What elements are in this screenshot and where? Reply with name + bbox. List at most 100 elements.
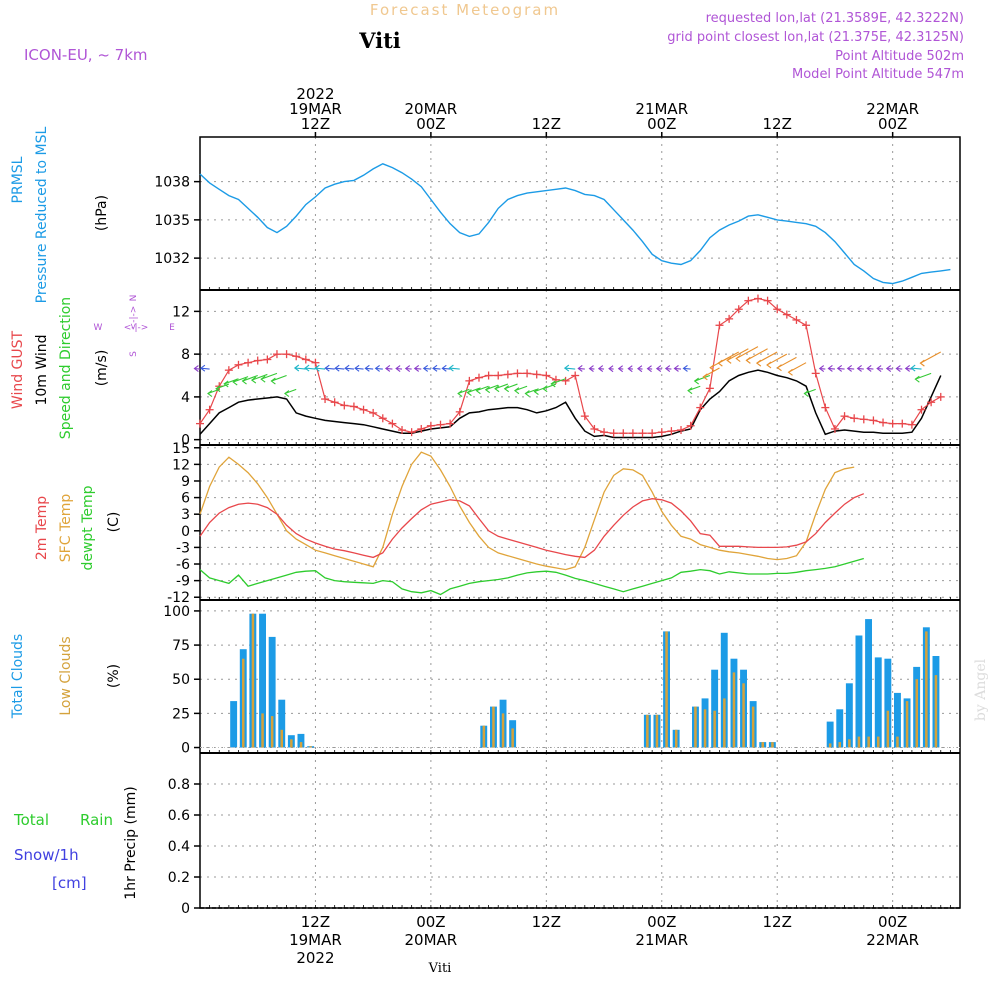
precip-panel: 0 0.2 0.4 0.6 0.8 [168,753,960,917]
wind-direction-arrow [503,383,518,393]
total-cloud-bar [268,636,276,748]
wind-direction-arrow [597,365,605,373]
wind-gust-line [199,297,942,434]
low-cloud-bar [309,746,312,748]
ytick-label: 0.6 [168,808,190,824]
top-time-label: 00Z [416,115,445,133]
gust-point [455,407,464,416]
wind-direction-arrow [550,378,566,388]
total-cloud-bar [826,721,834,748]
top-time-label: 21MAR [635,100,688,118]
wind-direction-arrow [270,375,287,385]
gust-point [677,426,686,435]
top-time-label: 00Z [878,115,907,133]
total-cloud-bar [297,733,305,748]
gust-point [638,429,647,438]
wind-direction-arrow [745,348,768,364]
wind-direction-arrow [836,364,845,372]
ytick-label: 0.8 [168,777,190,793]
total-cloud-bar [865,619,872,748]
low-cloud-bar [915,679,918,748]
wind-direction-arrow [232,376,249,386]
wind-direction-label: Speed and Direction [58,297,74,439]
gust-point [744,296,753,305]
low-cloud-bar [290,739,293,748]
ytick-label: 1038 [154,175,190,191]
compass-e-label: E [169,323,175,333]
wind-direction-arrow [513,385,528,395]
top-time-label: 00Z [647,115,676,133]
wind-direction-arrow [344,364,354,372]
gust-point [244,358,253,367]
low-cloud-bar [261,713,264,748]
wind-direction-arrow [354,364,364,372]
gust-point [484,371,493,380]
wind-direction-arrow [588,365,595,373]
bottom-time-label: 2022 [296,949,334,967]
gust-point [580,412,589,421]
wind-direction-arrow [876,365,884,372]
wind-direction-arrow [673,365,682,372]
chart-frame [199,136,961,909]
wind-unit: (m/s) [94,350,110,387]
wind-direction-arrow [395,365,403,372]
gust-point [715,321,724,330]
wind-direction-arrow [260,372,278,383]
wind-direction-arrow [494,383,509,393]
gust-point [782,310,791,319]
wind-direction-arrow [717,351,739,367]
wind-direction-arrow [404,365,412,372]
gust-point [205,405,214,414]
low-cloud-bar [742,683,745,748]
wind-direction-arrow [627,365,633,373]
gust-point [859,415,868,424]
gust-point [619,429,628,438]
wind-direction-arrow [608,365,614,373]
bottom-time-label: 19MAR [289,931,342,949]
wind-direction-arrow [422,364,431,372]
gust-point [272,350,281,359]
wind-direction-arrow [250,373,268,384]
gust-point [407,428,416,437]
total-clouds-label: Total Clouds [10,634,26,719]
pressure-label-long: Pressure Reduced to MSL [34,126,50,303]
wind-direction-arrow [215,383,230,393]
snow-label: Snow/1h [14,846,79,864]
ytick-label: 8 [181,347,190,363]
low-cloud-bar [934,675,938,748]
top-time-label: 22MAR [866,100,919,118]
top-time-label: 12Z [763,115,792,133]
low-cloud-bar [838,742,841,748]
wind-direction-arrow [693,375,711,385]
wind-direction-arrow [448,364,460,372]
footer-location: Viti [428,961,452,976]
gust-point [494,371,503,380]
gust-point [378,414,387,423]
wind-direction-arrow [364,364,374,372]
bottom-time-label: 12Z [301,913,330,931]
low-cloud-bar [925,631,928,748]
top-time-label: 12Z [301,115,330,133]
ytick-label: 3 [181,507,190,523]
compass-axis-ns: <-|-> [129,306,139,331]
wind-direction-arrow [682,364,691,372]
ytick-label: 25 [172,706,190,722]
wind-direction-arrow [432,364,441,372]
wind-direction-arrow [766,353,788,369]
low-cloud-bar [877,736,880,748]
gust-point [879,418,888,427]
wind-direction-arrow [334,364,345,372]
ytick-label: 50 [172,672,190,688]
wind-direction-arrow [646,365,653,373]
total-cloud-bar [874,657,882,748]
gust-label: Wind GUST [10,330,26,409]
ytick-label: 0 [181,524,190,540]
gust-point [474,373,483,382]
wind-speed-line [199,369,942,439]
pressure-label-short: PRMSL [10,156,26,203]
total-rain-label: Total [13,811,49,829]
low-cloud-bar [655,714,659,748]
total-cloud-bar [259,613,266,748]
gust-point [830,424,839,433]
cloud-unit: (%) [106,664,122,688]
